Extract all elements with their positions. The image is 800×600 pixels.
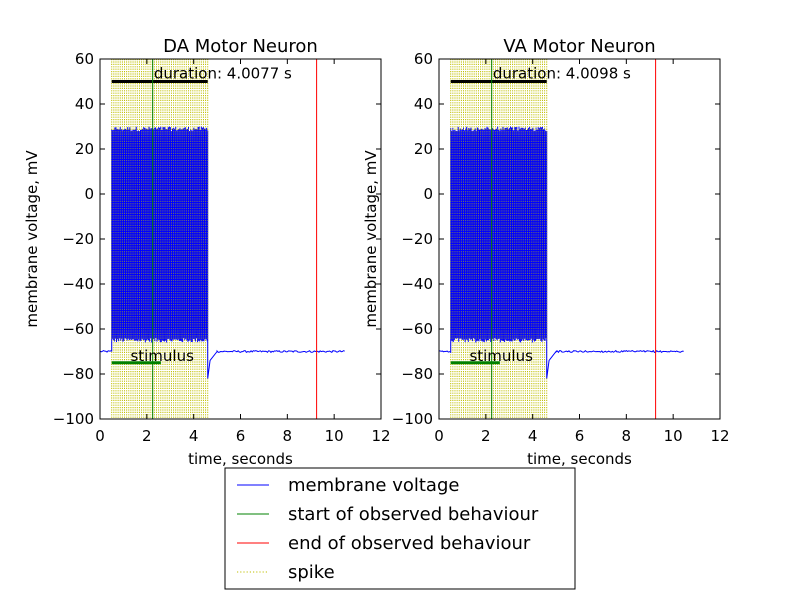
chart-title: VA Motor Neuron <box>503 36 655 57</box>
y-tick-label: −20 <box>401 230 433 248</box>
y-tick-label: 0 <box>423 185 433 203</box>
legend-label: start of observed behaviour <box>288 504 539 525</box>
y-tick-label: −100 <box>53 410 94 428</box>
x-ticks: 0 2 4 6 8 10 12 <box>95 59 391 445</box>
y-tick-label: 20 <box>414 140 433 158</box>
y-tick-label: −60 <box>401 320 433 338</box>
x-ticks: 0 2 4 6 8 10 12 <box>434 59 730 445</box>
y-tick-label: 0 <box>84 185 94 203</box>
chart-title: DA Motor Neuron <box>163 36 318 57</box>
spike-band <box>111 128 209 341</box>
stimulus-annotation: stimulus <box>130 347 194 365</box>
x-axis-label: time, seconds <box>188 450 293 468</box>
y-axis-label: membrane voltage, mV <box>362 150 380 328</box>
x-tick-label: 8 <box>622 427 632 445</box>
y-tick-label: 40 <box>75 95 94 113</box>
x-tick-label: 4 <box>528 427 538 445</box>
x-tick-label: 8 <box>283 427 293 445</box>
x-tick-label: 2 <box>481 427 491 445</box>
y-ticks: −100 −80 −60 −40 −20 0 20 40 60 <box>392 50 720 428</box>
x-tick-label: 6 <box>575 427 585 445</box>
chart-panel: 0 2 4 6 8 10 12 −100 −80 −60 −40 −20 0 20 40 60 DA Motor… <box>23 36 391 468</box>
y-tick-label: −20 <box>62 230 94 248</box>
duration-annotation: duration: 4.0077 s <box>154 65 292 83</box>
x-tick-label: 12 <box>710 427 729 445</box>
y-tick-label: −40 <box>401 275 433 293</box>
y-tick-label: 60 <box>414 50 433 68</box>
chart-data-area <box>100 59 345 419</box>
duration-annotation: duration: 4.0098 s <box>493 65 631 83</box>
legend-label: end of observed behaviour <box>288 533 531 554</box>
x-axis-label: time, seconds <box>527 450 632 468</box>
y-tick-label: 40 <box>414 95 433 113</box>
x-tick-label: 12 <box>371 427 390 445</box>
y-tick-label: −80 <box>401 365 433 383</box>
x-tick-label: 0 <box>95 427 105 445</box>
x-tick-label: 10 <box>664 427 683 445</box>
x-tick-label: 0 <box>434 427 444 445</box>
chart-data-area <box>439 59 684 419</box>
y-tick-label: −100 <box>392 410 433 428</box>
y-tick-label: 60 <box>75 50 94 68</box>
y-axis-label: membrane voltage, mV <box>23 150 41 328</box>
y-tick-label: 20 <box>75 140 94 158</box>
membrane-voltage-trace <box>439 126 684 379</box>
y-tick-label: −60 <box>62 320 94 338</box>
legend: membrane voltage start of observed behavi… <box>224 467 576 590</box>
legend-label: membrane voltage <box>288 475 459 496</box>
x-tick-label: 6 <box>236 427 246 445</box>
stimulus-annotation: stimulus <box>469 347 533 365</box>
x-tick-label: 10 <box>325 427 344 445</box>
legend-box <box>224 467 576 590</box>
y-ticks: −100 −80 −60 −40 −20 0 20 40 60 <box>53 50 381 428</box>
x-tick-label: 4 <box>189 427 199 445</box>
y-tick-label: −40 <box>62 275 94 293</box>
y-tick-label: −80 <box>62 365 94 383</box>
x-tick-label: 2 <box>142 427 152 445</box>
legend-label: spike <box>288 562 335 583</box>
